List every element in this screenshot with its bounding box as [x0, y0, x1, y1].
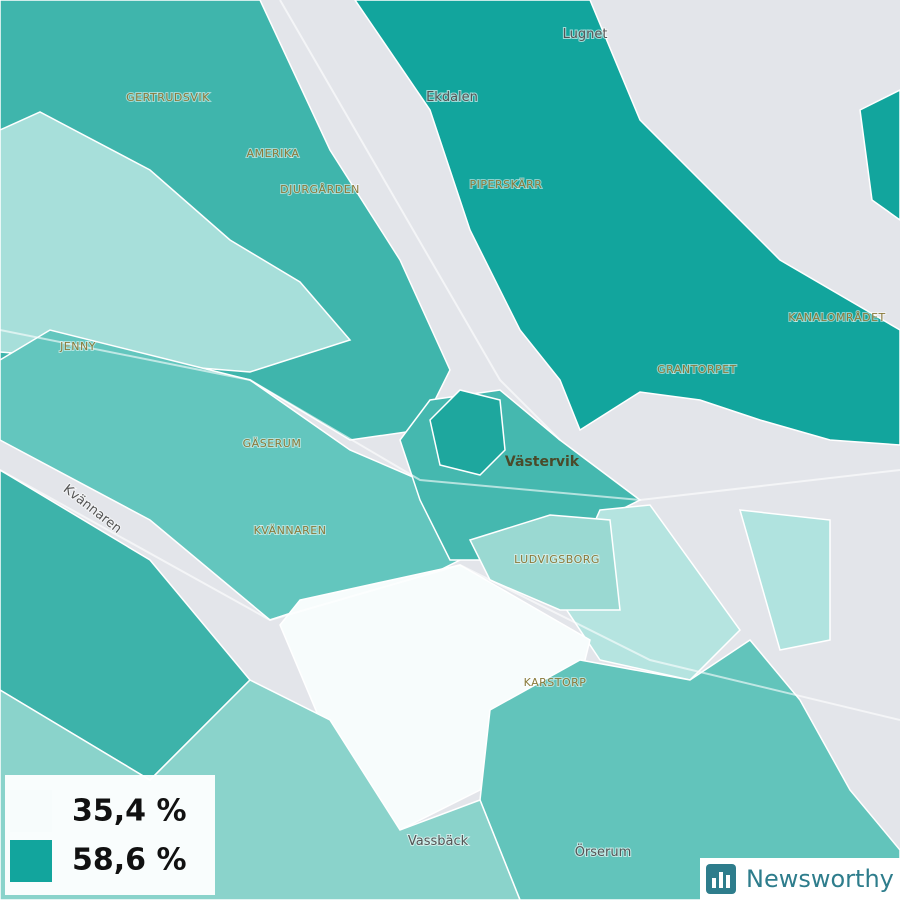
place-label: DJURGÅRDEN: [280, 183, 360, 196]
logo-icon-bar: [712, 878, 716, 888]
place-label: GERTRUDSVIK: [126, 91, 210, 104]
logo-icon-bar: [726, 875, 730, 888]
place-label: JENNY: [59, 340, 96, 353]
road: [0, 329, 900, 502]
town-label: Vassbäck: [408, 834, 469, 849]
region: [429, 389, 506, 476]
region: [859, 89, 900, 221]
legend-swatch: [10, 790, 52, 832]
place-label: KARSTORP: [524, 676, 587, 689]
place-label: KVÄNNAREN: [254, 524, 327, 537]
place-label: KANALOMRÅDET: [788, 311, 886, 324]
roads: [0, 0, 900, 721]
logo: Newsworthy: [700, 858, 900, 900]
legend: 35,4 % 58,6 %: [5, 775, 215, 895]
legend-label: 58,6 %: [72, 843, 187, 878]
town-label: Ekdalen: [426, 90, 478, 105]
region: [738, 509, 831, 651]
region: [354, 0, 900, 446]
labels: GERTRUDSVIK AMERIKA DJURGÅRDEN JENNY GÄS…: [58, 26, 886, 861]
logo-text: Newsworthy: [746, 865, 894, 893]
city-label: Västervik: [505, 454, 580, 470]
road: [0, 469, 900, 721]
logo-icon-bar: [719, 872, 723, 888]
town-label: Örserum: [575, 843, 632, 860]
place-label: PIPERSKÄRR: [470, 178, 543, 191]
legend-label: 35,4 %: [72, 794, 187, 829]
place-label: AMERIKA: [247, 147, 300, 160]
place-label: GÄSERUM: [243, 437, 302, 450]
town-label: Lugnet: [563, 27, 608, 42]
legend-swatch: [10, 840, 52, 882]
place-label: LUDVIGSBORG: [514, 553, 600, 566]
road: [279, 0, 561, 441]
place-label: GRANTORPET: [657, 363, 737, 376]
